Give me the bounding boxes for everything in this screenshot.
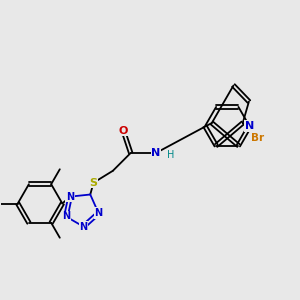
- Text: N: N: [245, 121, 254, 131]
- Text: S: S: [89, 178, 98, 188]
- Text: N: N: [151, 148, 160, 158]
- Text: N: N: [94, 208, 103, 218]
- Text: O: O: [118, 126, 128, 136]
- Text: N: N: [66, 192, 74, 202]
- Text: Br: Br: [250, 133, 264, 143]
- Text: H: H: [167, 150, 175, 160]
- Text: N: N: [80, 222, 88, 232]
- Text: N: N: [62, 212, 70, 221]
